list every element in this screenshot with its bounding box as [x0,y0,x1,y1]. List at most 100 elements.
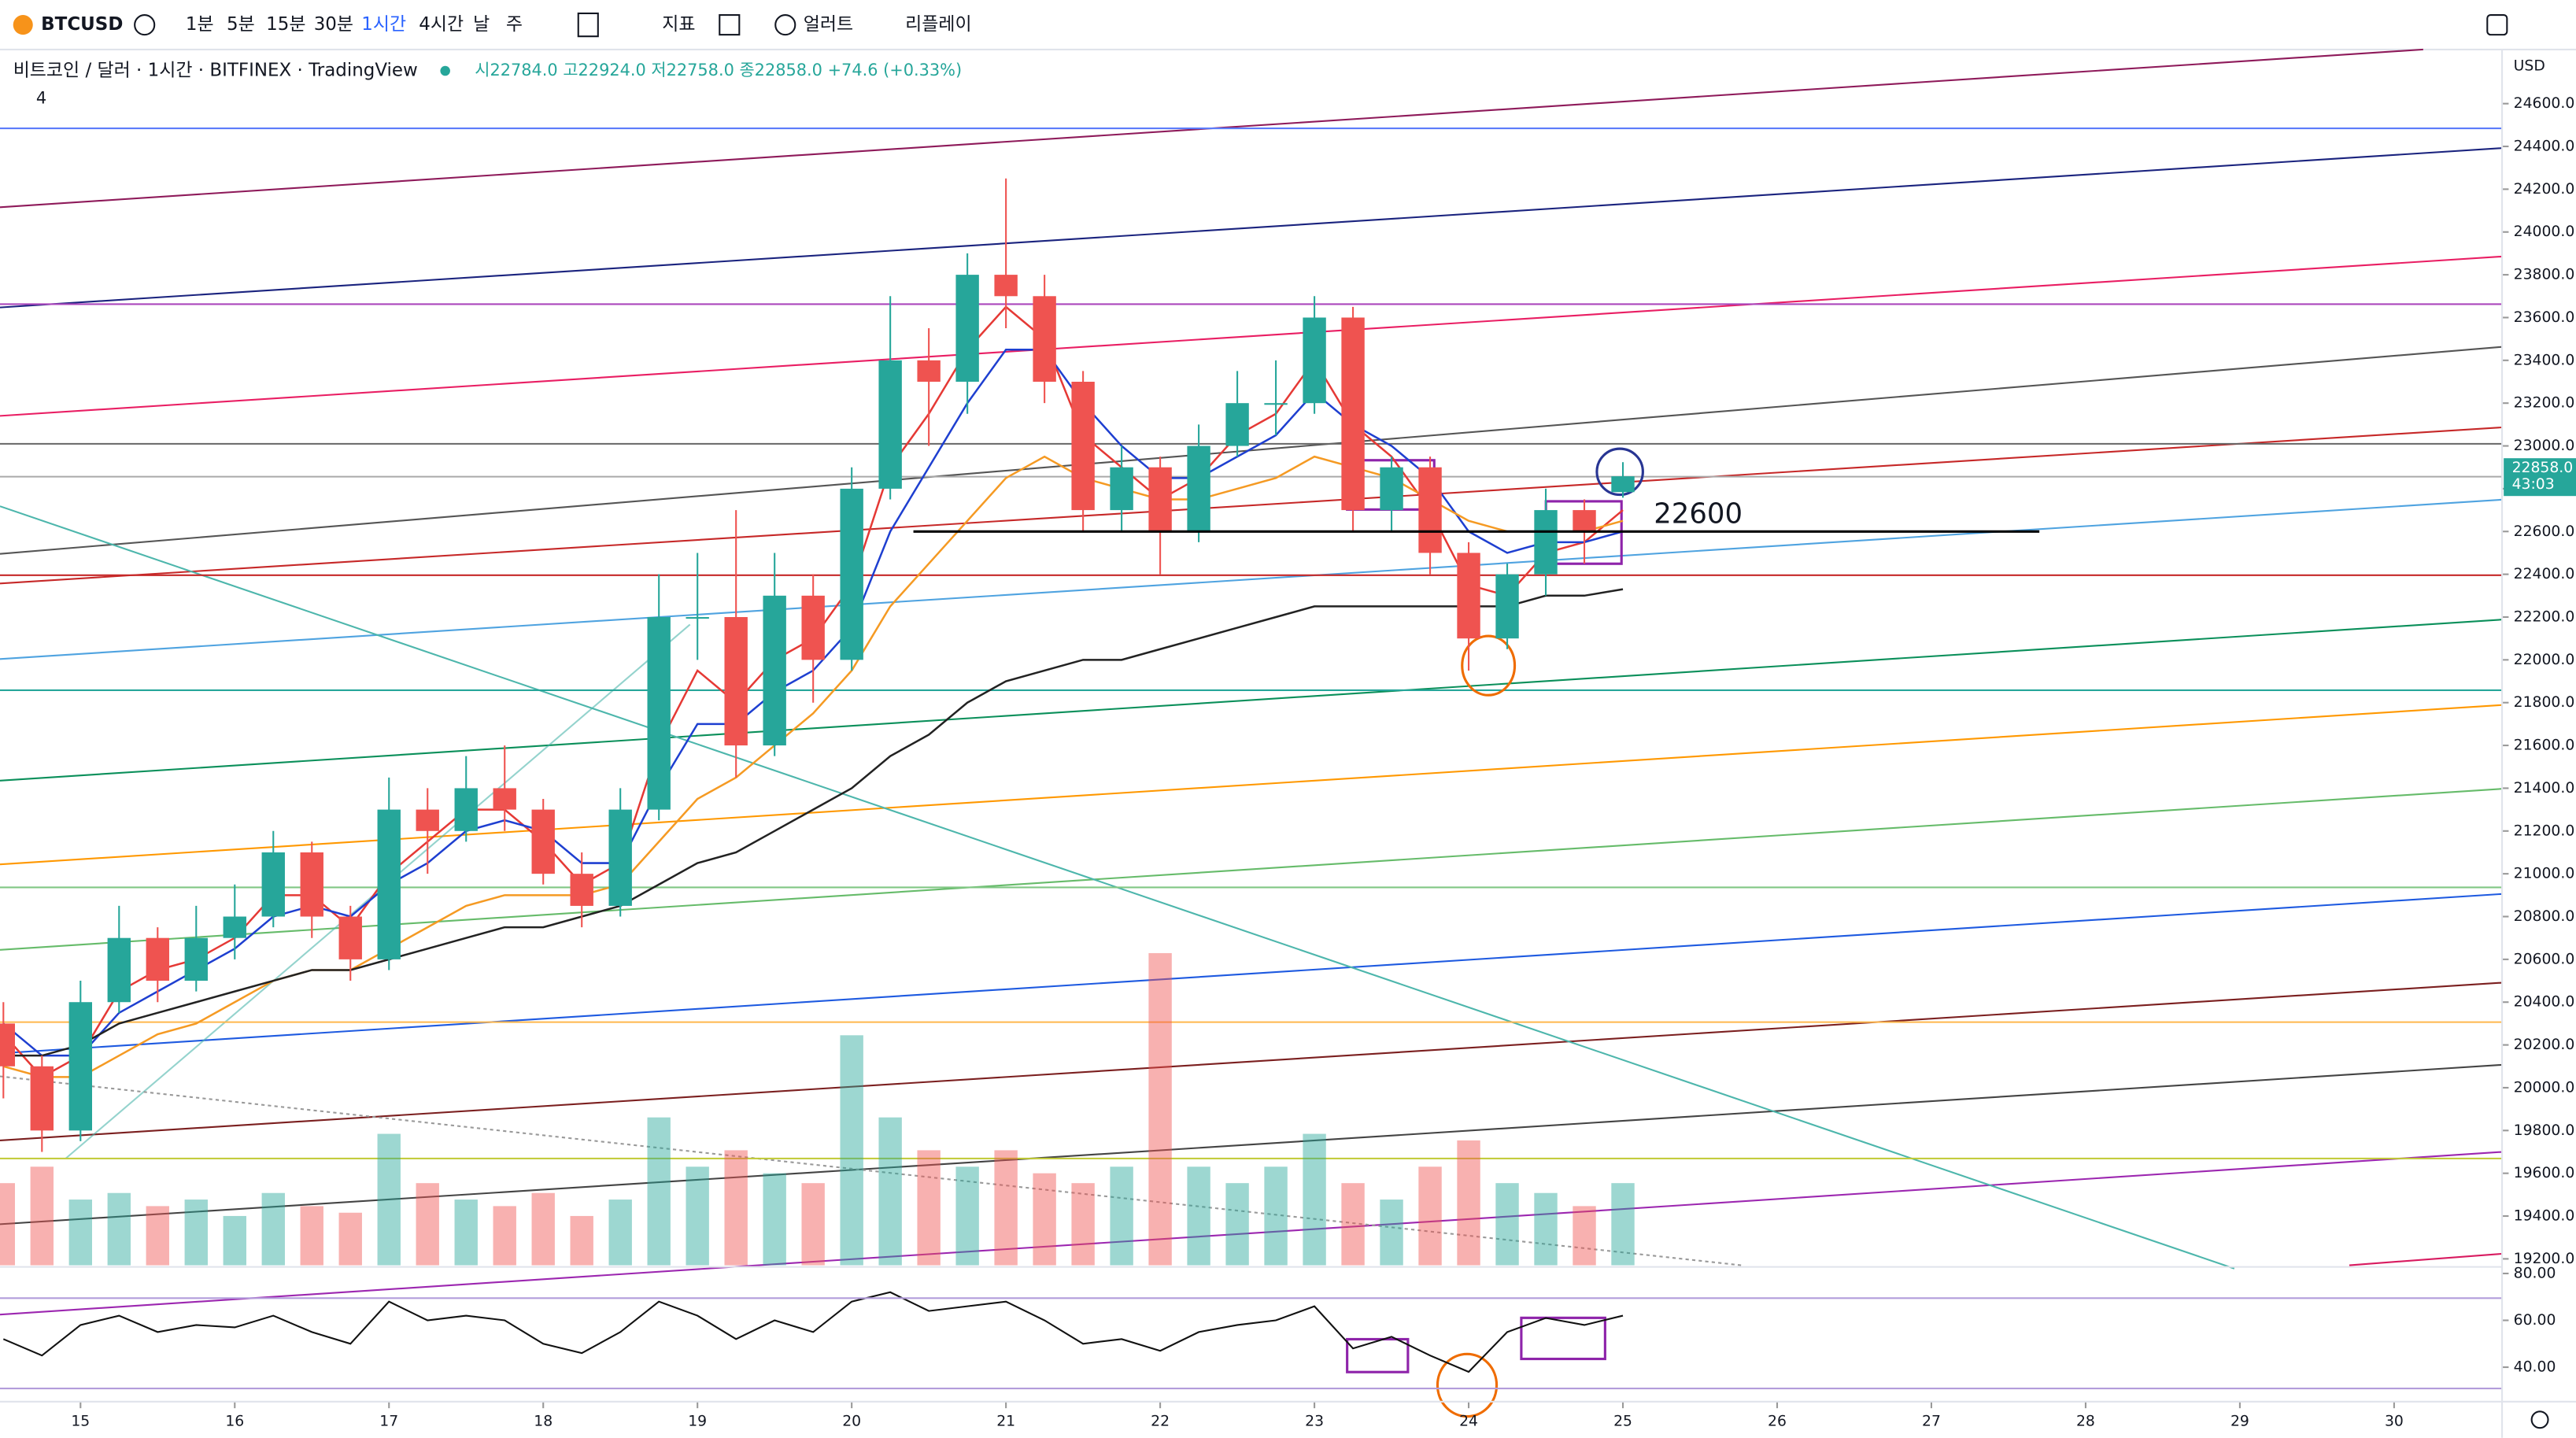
legend-title: 비트코인 / 달러 · 1시간 · BITFINEX · TradingView [13,61,418,81]
currency[interactable]: USD [2514,57,2545,74]
candle-body [30,1066,54,1131]
add-symbol[interactable] [134,14,156,36]
y-tick-label: 22600.0 [2514,523,2575,540]
volume-bar [1418,1166,1442,1266]
volume-bar [223,1215,246,1266]
symbol[interactable]: BTCUSD [41,14,123,35]
interval[interactable]: 5분 [227,14,255,35]
replay-button[interactable]: 리플레이 [905,14,971,35]
interval[interactable]: 날 [473,14,490,35]
interval[interactable]: 15분 [266,14,305,35]
x-tick-label: 30 [2385,1413,2404,1429]
settings-icon[interactable] [2530,1410,2549,1429]
interval[interactable]: 30분 [314,14,353,35]
rsi-tick-label: 80.00 [2514,1265,2556,1281]
candle-body [107,937,131,1003]
fullscreen-icon[interactable] [2486,14,2508,36]
candle-body [724,616,748,746]
y-tick-label: 20600.0 [2514,951,2575,967]
volume-bar [531,1192,555,1266]
x-tick-label: 26 [1768,1413,1787,1429]
y-tick-label: 24600.0 [2514,95,2575,112]
y-tick-label: 20000.0 [2514,1079,2575,1096]
volume-bar [686,1166,709,1266]
candle-body [1380,467,1403,511]
candle-body [338,916,362,959]
x-tick-label: 19 [688,1413,707,1429]
alert-icon[interactable] [774,14,796,36]
x-tick-label: 16 [225,1413,244,1429]
candle-body [1225,403,1249,446]
x-tick-label: 29 [2230,1413,2249,1429]
volume-bar [1303,1133,1326,1266]
candle-body [416,809,439,831]
volume-bar [1495,1183,1519,1266]
volume-bar [570,1215,593,1266]
candle-body [493,788,516,810]
candle-body [917,360,941,383]
volume-bar [1071,1183,1095,1266]
volume-bar [300,1206,323,1266]
rsi-tick-label: 40.00 [2514,1359,2556,1376]
candle-body [840,488,863,660]
candle-body [1341,317,1365,511]
x-tick-label: 28 [2076,1413,2095,1429]
y-tick-label: 24200.0 [2514,181,2575,198]
volume-bar [1148,952,1172,1266]
volume-bar [1341,1183,1365,1266]
volume-bar [1033,1173,1056,1266]
x-tick-label: 17 [379,1413,398,1429]
volume-bar [146,1206,169,1266]
y-tick-label: 22000.0 [2514,652,2575,668]
interval[interactable]: 1시간 [361,14,406,35]
chart-type-icon[interactable] [577,12,599,38]
volume-bar [1457,1140,1480,1266]
volume-bar [955,1166,979,1266]
volume-bar [1534,1192,1558,1266]
volume-bar [1573,1206,1596,1266]
toolbar: BTCUSD 1분 5분 15분 30분 1시간 4시간 날 주 지표 얼러트 … [0,0,2576,50]
countdown: 43:03 [2512,476,2555,493]
y-tick-label: 21800.0 [2514,694,2575,711]
candle-body [1187,445,1210,532]
volume-bar [878,1117,902,1266]
y-tick-label: 24000.0 [2514,224,2575,240]
candle-body [1573,510,1596,532]
y-tick-label: 23800.0 [2514,267,2575,283]
volume-bar [68,1200,92,1266]
y-tick-label: 21200.0 [2514,823,2575,839]
x-tick-label: 20 [842,1413,861,1429]
interval[interactable]: 4시간 [419,14,464,35]
candle-body [1495,574,1519,639]
y-tick-label: 20400.0 [2514,994,2575,1011]
interval[interactable]: 주 [506,14,523,35]
volume-bar [763,1173,786,1266]
candle-body [647,616,671,810]
volume-bar [1264,1166,1288,1266]
interval[interactable]: 1분 [186,14,214,35]
layout-icon[interactable] [719,14,741,36]
alert-button[interactable]: 얼러트 [804,14,853,35]
candle-body [223,916,246,938]
candle-body [1611,476,1635,493]
volume-bar [840,1035,863,1266]
volume-bar [994,1150,1018,1266]
volume-bar [261,1192,285,1266]
y-tick-label: 21600.0 [2514,737,2575,754]
candle-body [686,616,709,619]
symbol-icon [13,15,33,35]
candle-body [1033,296,1056,383]
status-dot [440,65,450,76]
candle-body [68,1002,92,1131]
indicator-count[interactable]: 4 [36,89,46,108]
volume-bar [724,1150,748,1266]
volume-bar [647,1117,671,1266]
volume-bar [107,1192,131,1266]
rsi-line [2,1291,1624,1373]
y-tick-label: 23200.0 [2514,395,2575,412]
candle-body [1264,403,1288,405]
volume-bar [1110,1166,1133,1266]
indicators-button[interactable]: 지표 [662,14,695,35]
drawings [0,48,2503,1418]
